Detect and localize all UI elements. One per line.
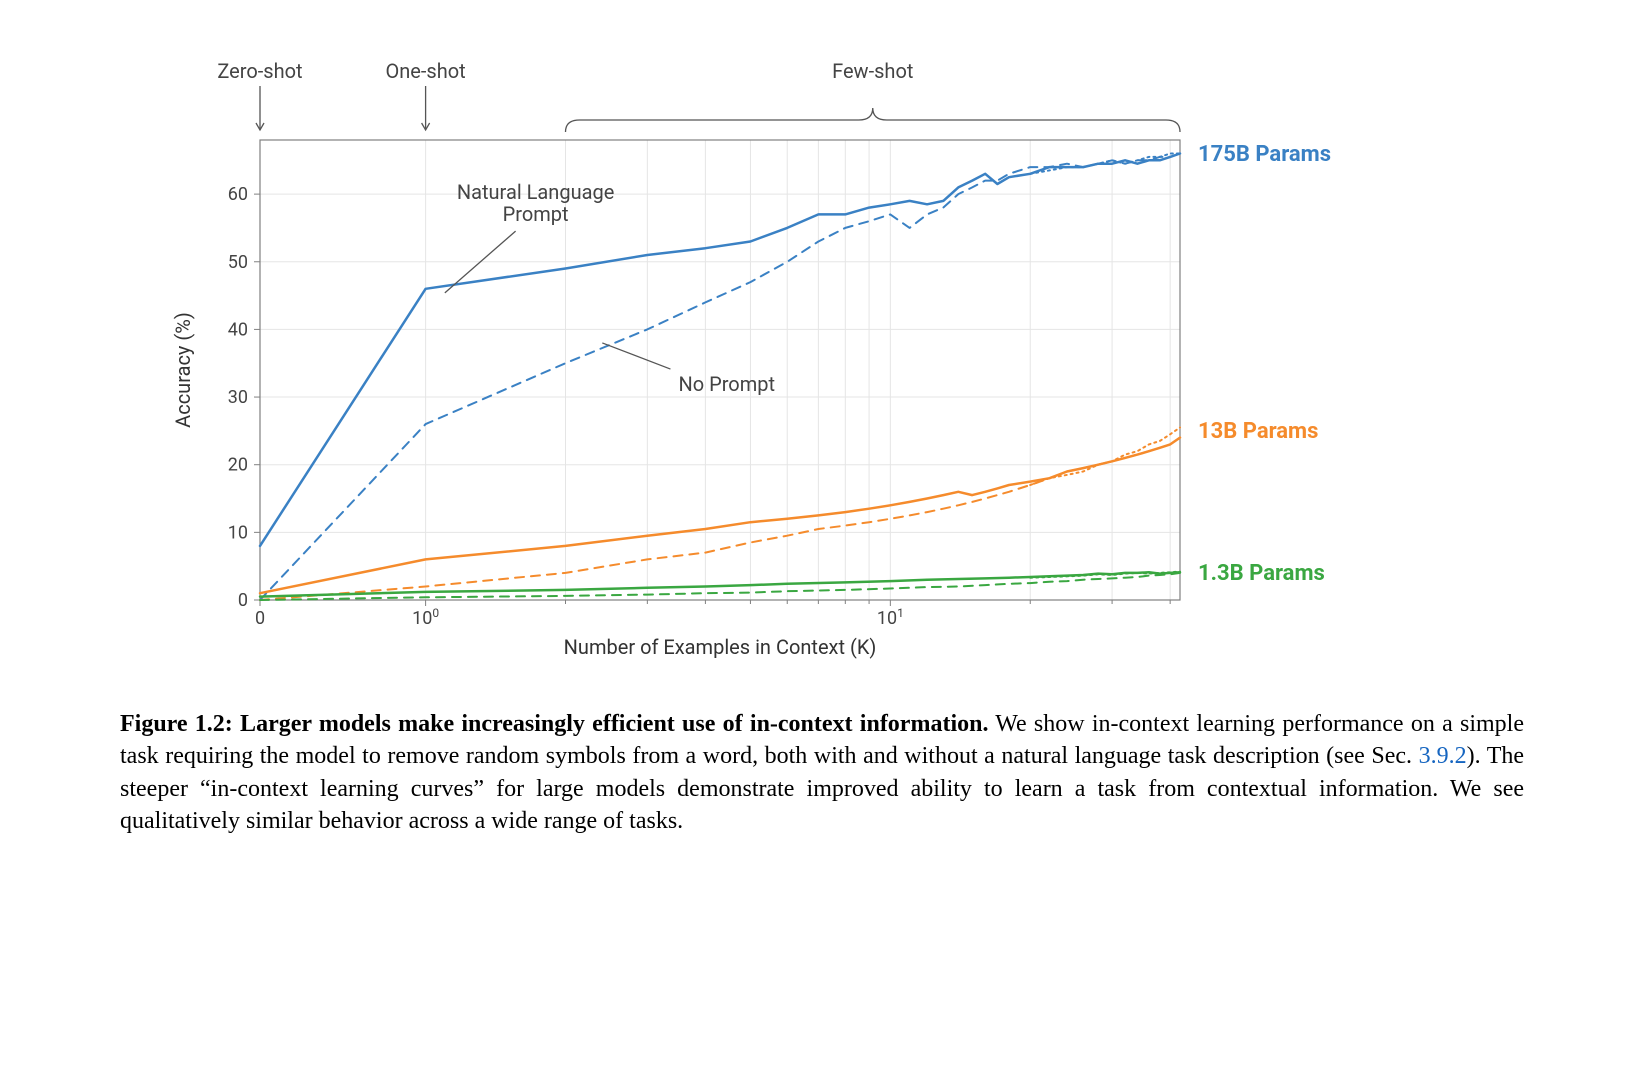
svg-text:10: 10	[228, 522, 248, 543]
series-label-1-3b: 1.3B Params	[1198, 561, 1325, 586]
svg-text:No Prompt: No Prompt	[678, 372, 775, 396]
svg-text:Prompt: Prompt	[503, 202, 569, 226]
figure-caption: Figure 1.2: Larger models make increasin…	[120, 708, 1524, 838]
svg-text:Few-shot: Few-shot	[832, 59, 913, 83]
svg-text:Accuracy (%): Accuracy (%)	[171, 312, 195, 428]
svg-text:30: 30	[228, 387, 248, 408]
svg-text:0: 0	[255, 608, 265, 629]
svg-text:Natural Language: Natural Language	[457, 180, 614, 204]
svg-text:40: 40	[228, 319, 248, 340]
figure-caption-title: Figure 1.2: Larger models make increasin…	[120, 711, 988, 737]
chart-container: 0 10 20 30 40 50 60 0 100 101Number of Examples i…	[120, 40, 1524, 680]
svg-text:100: 100	[412, 606, 439, 629]
svg-text:One-shot: One-shot	[385, 59, 465, 83]
svg-text:Number of Examples in Context: Number of Examples in Context (K)	[564, 635, 877, 659]
svg-text:50: 50	[228, 252, 248, 273]
svg-text:101: 101	[877, 606, 904, 629]
section-ref-link[interactable]: 3.9.2	[1419, 743, 1467, 769]
series-label-175b: 175B Params	[1198, 142, 1331, 167]
svg-text:20: 20	[228, 455, 248, 476]
series-label-13b: 13B Params	[1198, 419, 1318, 444]
svg-text:60: 60	[228, 184, 248, 205]
svg-text:Zero-shot: Zero-shot	[217, 59, 302, 83]
svg-text:0: 0	[238, 590, 248, 611]
